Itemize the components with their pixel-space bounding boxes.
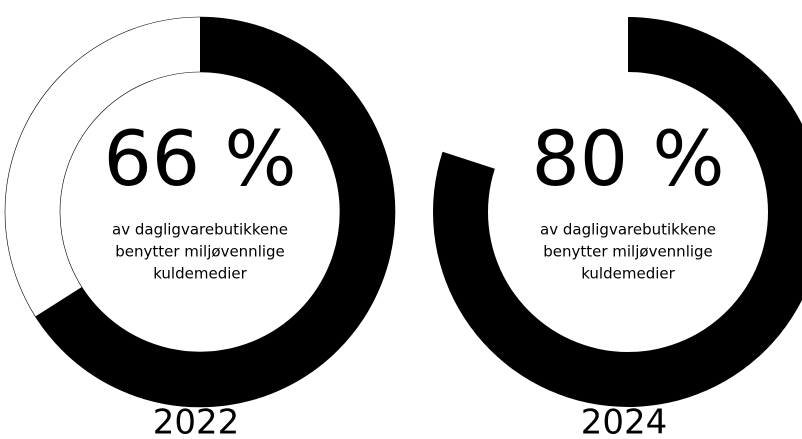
donut-arc	[433, 17, 802, 407]
caption-line: kuldemedier	[153, 265, 247, 283]
donut-arc	[35, 17, 396, 408]
caption-line: av dagligvarebutikkene	[112, 221, 288, 239]
value-label: 80 %	[531, 114, 724, 203]
caption-line: av dagligvarebutikkene	[540, 221, 716, 239]
caption-line: benytter miljøvennlige	[543, 243, 713, 261]
value-label: 66 %	[103, 114, 296, 203]
year-label: 2022	[153, 403, 240, 439]
year-label: 2024	[581, 403, 668, 439]
caption-line: kuldemedier	[581, 265, 675, 283]
caption-line: benytter miljøvennlige	[115, 243, 285, 261]
